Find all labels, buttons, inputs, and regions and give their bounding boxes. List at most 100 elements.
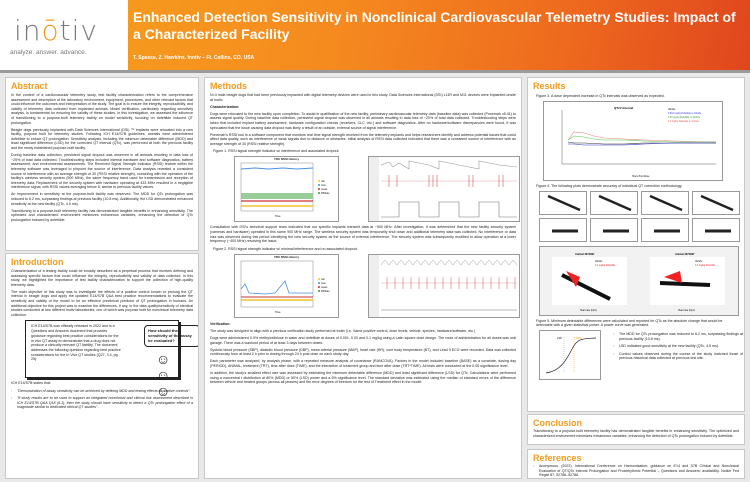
figure-1: TRX RSSI History min max mean RSSIav Tim…: [210, 156, 520, 223]
series-0.1mg: [567, 131, 717, 143]
poster-header: inōtiv analyze. answer. advance. Enhance…: [0, 0, 750, 70]
legend-vehicle: Vehicle: [695, 261, 703, 263]
figure-5: LSD MDD The MDD for QTc prolongation was…: [533, 330, 743, 380]
conclusion-section: Conclusion Transitioning to a purpose-bu…: [527, 414, 745, 445]
rssi-title: TRX RSSI History: [273, 157, 299, 162]
power-curve-chart: LSD MDD: [539, 330, 601, 380]
abstract-heading: Abstract: [11, 81, 48, 91]
inotiv-logo: inōtiv: [14, 14, 98, 47]
qt-hr-scatter: [692, 191, 740, 215]
legend-mean: mean: [321, 188, 328, 191]
methods-paragraph: Dogs were relocated to the new facility …: [210, 111, 516, 130]
quote-item: "If study results are to be used to supp…: [11, 396, 193, 410]
rssi-plot: min max mean RSSIav Time: [240, 260, 330, 314]
ich-callout-box: ICH E14/S7B was officially released in 2…: [25, 320, 198, 399]
references-heading: References: [533, 453, 582, 463]
legend-0.03: 0.03 mg/kg Dofetilide in Vehicle: [668, 116, 701, 119]
methods-paragraph: Dogs were administered 0.5% methylcellul…: [210, 336, 516, 345]
introduction-section: Introduction Characterization of a testi…: [5, 253, 199, 479]
methods-heading: Methods: [210, 81, 247, 91]
qtc-hr-scatter: [590, 218, 638, 242]
figure-2: TRX RSSI History min max mean RSSIav Tim…: [210, 253, 520, 318]
figure-4-small-plots: [539, 191, 740, 242]
methods-paragraph: Systolic blood pressure (SBP), diastolic…: [210, 347, 516, 357]
methods-intro: N=4 male beagle dogs that had been previ…: [210, 93, 516, 102]
qtc-hr-scatter: [539, 218, 587, 242]
reference-item: Anonymous. (2022). International Confere…: [533, 464, 739, 478]
poster-authors: T. Speece, Z. Hawkins. Inotiv – Ft. Coll…: [133, 55, 255, 61]
qt-hr-scatter: [590, 191, 638, 215]
introduction-heading: Introduction: [11, 257, 64, 267]
figure-1-caption: Figure 1. RSSI signal strength indicator…: [213, 149, 340, 154]
animal-title: Animal 4072997: [575, 252, 595, 256]
figure-3-qtc-chart: QTcV Interval Vehicle 0.001 mg/kg Dofeti…: [543, 101, 723, 181]
ich-states: ICH E14/S7B states that:: [11, 381, 51, 386]
legend-max: max: [321, 282, 326, 285]
references-list: Anonymous. (2022). International Confere…: [533, 464, 739, 478]
waveform-trace-dropout: [368, 156, 520, 223]
quote-item: "Demonstration of assay sensitivity can …: [11, 389, 193, 394]
rssi-title: TRX RSSI History: [273, 254, 299, 259]
verification-heading: Verification:: [210, 321, 231, 326]
series-0.03mg: [567, 135, 716, 143]
rssi-max-line: [240, 167, 314, 170]
waveform-trace-clean: [368, 253, 520, 318]
xlabel: Heart rate (bpm): [678, 309, 695, 312]
legend-rssiav: RSSIav: [321, 290, 330, 293]
methods-paragraph: In addition, the study's smallest effect…: [210, 371, 516, 385]
xlabel: Heart rate (bpm): [580, 309, 597, 312]
intro-paragraph: Characterization of a testing facility c…: [11, 269, 193, 287]
mdd-label: MDD: [576, 337, 582, 340]
rssi-rssiav-band: [241, 193, 313, 200]
rssi-chart-interference: TRX RSSI History min max mean RSSIav Tim…: [234, 156, 339, 223]
legend-vehicle: Vehicle: [668, 109, 676, 111]
rssi-xlabel: Time: [275, 311, 281, 314]
header-divider: [0, 70, 750, 73]
trace-plot: [369, 254, 518, 317]
rssi-plot: min max mean RSSIav Time: [240, 163, 330, 218]
result-bullet: LSD indicated good sensitivity at the ne…: [613, 344, 743, 349]
legend-dofetilide: 0.1 mg/kg Dofetilide: [595, 264, 616, 267]
methods-paragraph: Ponemah's RSSI tool is a software compon…: [210, 132, 516, 146]
trace-plot: [369, 157, 518, 222]
logo-tagline: analyze. answer. advance.: [10, 49, 87, 56]
result-bullet: The MDD for QTc prolongation was reduced…: [613, 332, 743, 341]
intro-paragraph: The main objective of this study was to …: [11, 289, 193, 317]
legend-max: max: [321, 184, 326, 187]
callout-text: ICH E14/S7B was officially released in 2…: [31, 324, 121, 362]
legend-mean: mean: [321, 286, 328, 289]
poster-title: Enhanced Detection Sensitivity in Noncli…: [133, 9, 736, 42]
abstract-paragraph: An improvement in sensitivity at the pur…: [11, 192, 193, 206]
figure-5-caption: Figure 5. Minimum detectable differences…: [536, 319, 723, 327]
rssi-chart-minimal: TRX RSSI History min max mean RSSIav Tim…: [234, 253, 339, 318]
methods-section: Methods N=4 male beagle dogs that had be…: [204, 77, 522, 479]
abstract-section: Abstract In the context of a cardiovascu…: [5, 77, 199, 251]
abstract-paragraph: Beagle dogs previously implanted with Da…: [11, 127, 193, 151]
legend-0.1: 0.1 mg/kg Dofetilide in Vehicle: [668, 120, 699, 123]
rssi-xlabel: Time: [275, 215, 281, 218]
abstract-paragraph: In the context of a cardiovascular telem…: [11, 93, 193, 125]
legend-min: min: [321, 180, 326, 183]
abstract-paragraph: Transitioning to a purpose-built telemet…: [11, 208, 193, 222]
speech-bubble: How should the sensitivity of the assay …: [144, 325, 198, 348]
methods-paragraph: Each parameter was analyzed, by analysis…: [210, 359, 516, 368]
quote-list: "Demonstration of assay sensitivity can …: [11, 389, 193, 410]
references-section: References Anonymous. (2022). Internatio…: [527, 449, 745, 479]
abstract-paragraph: During baseline data collection, persist…: [11, 153, 193, 190]
figure-4-animal-plots: Animal 4072997 Animal 4072997 Vehicle 0.…: [539, 246, 739, 316]
qtc-plot: QTcV Interval Vehicle 0.001 mg/kg Dofeti…: [561, 106, 717, 178]
figure-3-caption: Figure 3. A dose dependent increase in Q…: [536, 94, 665, 98]
results-heading: Results: [533, 81, 566, 91]
figure-2-caption: Figure 2. RSSI signal strength indicator…: [213, 246, 358, 251]
qt-hr-scatter: [641, 191, 689, 215]
animal-scatter-plots: Animal 4072997 Animal 4072997 Vehicle 0.…: [552, 252, 725, 312]
animal-title: Animal 4072997: [675, 252, 695, 256]
methods-paragraph: The study was designed to align with a p…: [210, 328, 476, 333]
conclusion-text: Transitioning to a purpose-built telemet…: [533, 429, 739, 438]
qtc-title: QTcV Interval: [614, 106, 633, 110]
legend-vehicle: Vehicle: [595, 261, 603, 263]
qtc-hr-scatter: [692, 218, 740, 242]
qtc-hr-scatter: [641, 218, 689, 242]
qtc-xlabel: Hours Post Dose: [632, 175, 650, 178]
conclusion-heading: Conclusion: [533, 418, 582, 428]
